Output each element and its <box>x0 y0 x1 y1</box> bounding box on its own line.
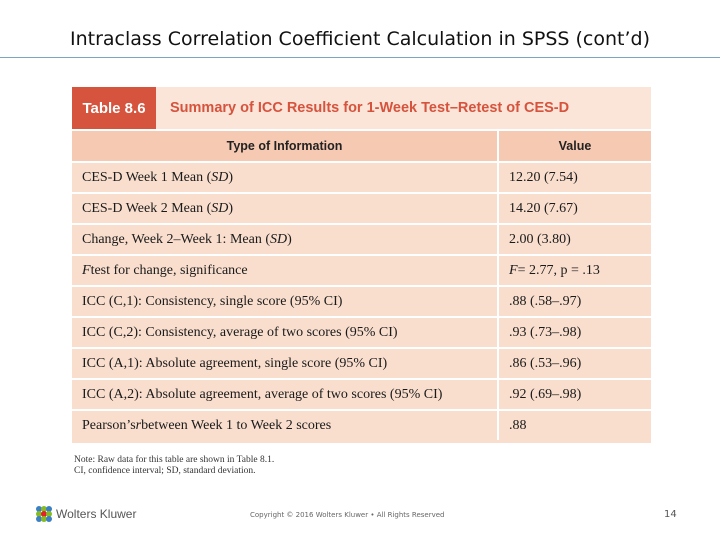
note-line: CI, confidence interval; SD, standard de… <box>74 466 256 476</box>
brand-logo: Wolters Kluwer <box>36 506 136 522</box>
note-line: Note: Raw data for this table are shown … <box>74 455 275 465</box>
table-header: Table 8.6 Summary of ICC Results for 1-W… <box>72 87 651 129</box>
row-label: Pearson’s r between Week 1 to Week 2 sco… <box>72 411 499 440</box>
row-value: .93 (.73–.98) <box>509 324 582 340</box>
table-caption: Summary of ICC Results for 1-Week Test–R… <box>156 87 651 129</box>
row-value: .86 (.53–.96) <box>509 355 582 371</box>
copyright-notice: Copyright © 2016 Wolters Kluwer • All Ri… <box>250 511 445 519</box>
table-body: CES-D Week 1 Mean (SD) 12.20 (7.54) CES-D … <box>72 161 651 440</box>
brand-name: Wolters Kluwer <box>56 507 137 521</box>
row-label: ICC (C,1): Consistency, single score (95… <box>72 287 499 316</box>
row-label: ICC (A,2): Absolute agreement, average o… <box>72 380 499 409</box>
row-label: Change, Week 2–Week 1: Mean (SD) <box>72 225 499 254</box>
row-label: CES-D Week 1 Mean (SD) <box>72 163 499 192</box>
table-row: F test for change, significance F = 2.77,… <box>72 254 651 285</box>
title-divider <box>0 57 720 58</box>
row-label: F test for change, significance <box>72 256 499 285</box>
table-row: CES-D Week 1 Mean (SD) 12.20 (7.54) <box>72 161 651 192</box>
row-value: 12.20 (7.54) <box>509 169 578 185</box>
row-label: ICC (C,2): Consistency, average of two s… <box>72 318 499 347</box>
wolters-kluwer-logo-icon <box>36 506 52 522</box>
table-row: Pearson’s r between Week 1 to Week 2 sco… <box>72 409 651 440</box>
page-number: 14 <box>664 509 677 520</box>
table-note: Note: Raw data for this table are shown … <box>74 455 274 477</box>
row-value: .92 (.69–.98) <box>509 386 582 402</box>
row-value: 2.00 (3.80) <box>509 231 571 247</box>
table-row: ICC (C,1): Consistency, single score (95… <box>72 285 651 316</box>
table-row: CES-D Week 2 Mean (SD) 14.20 (7.67) <box>72 192 651 223</box>
row-label: CES-D Week 2 Mean (SD) <box>72 194 499 223</box>
table-row: ICC (A,2): Absolute agreement, average o… <box>72 378 651 409</box>
row-label: ICC (A,1): Absolute agreement, single sc… <box>72 349 499 378</box>
icc-results-table: Table 8.6 Summary of ICC Results for 1-W… <box>72 87 651 443</box>
column-header-row: Type of Information Value <box>72 129 651 161</box>
slide-title: Intraclass Correlation Coefficient Calcu… <box>69 28 651 50</box>
table-row: Change, Week 2–Week 1: Mean (SD) 2.00 (3.… <box>72 223 651 254</box>
row-value: 14.20 (7.67) <box>509 200 578 216</box>
row-value: .88 (.58–.97) <box>509 293 582 309</box>
row-value: .88 <box>509 417 527 433</box>
table-row: ICC (A,1): Absolute agreement, single sc… <box>72 347 651 378</box>
table-number-label: Table 8.6 <box>72 87 156 129</box>
row-value: F = 2.77, p = .13 <box>509 262 600 278</box>
table-row: ICC (C,2): Consistency, average of two s… <box>72 316 651 347</box>
column-header-type: Type of Information <box>72 131 499 161</box>
column-header-value: Value <box>558 139 592 153</box>
